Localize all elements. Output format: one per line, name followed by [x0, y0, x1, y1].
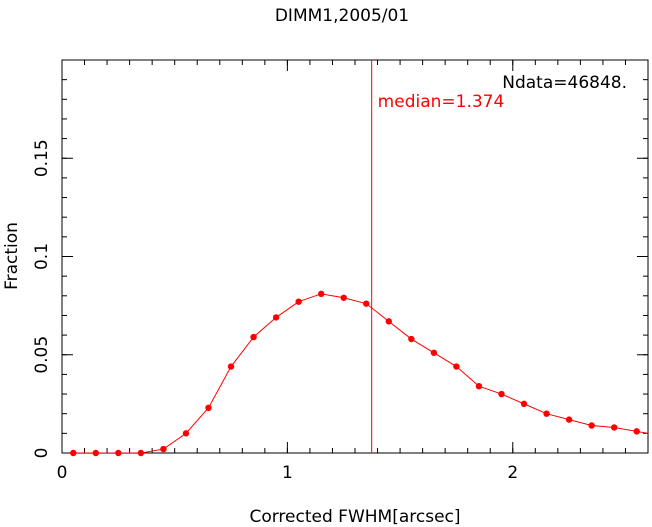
y-tick-label: 0.15	[32, 139, 52, 177]
data-point	[408, 335, 415, 343]
data-point	[475, 382, 483, 390]
data-point	[115, 449, 122, 457]
minor-ticks	[62, 60, 648, 453]
data-point	[363, 300, 370, 307]
data-point	[227, 363, 235, 370]
x-axis-label: Corrected FWHM[arcsec]	[249, 507, 460, 527]
data-point	[633, 428, 640, 435]
y-axis: 0 0.05 0.1 0.15	[32, 139, 648, 458]
ndata-annotation: Ndata=46848.	[502, 73, 627, 93]
series-group	[70, 290, 648, 457]
y-tick-label: 0	[32, 448, 52, 459]
data-point	[205, 404, 212, 412]
data-point	[317, 290, 325, 298]
data-point	[137, 449, 145, 457]
series-line	[73, 293, 648, 453]
data-point	[385, 318, 393, 325]
data-point	[588, 422, 595, 429]
data-point	[520, 400, 528, 408]
data-point	[498, 390, 505, 398]
y-axis-label: Fraction	[2, 222, 22, 290]
data-point	[160, 445, 167, 453]
data-point	[250, 333, 257, 341]
y-tick-label: 0.05	[32, 336, 52, 374]
data-point	[182, 430, 190, 437]
x-axis: 0 1 2	[57, 60, 518, 483]
data-point	[340, 294, 347, 301]
data-point	[610, 424, 618, 431]
x-tick-label: 0	[57, 463, 68, 483]
data-point	[543, 410, 550, 417]
chart-title: DIMM1,2005/01	[275, 6, 409, 26]
data-point	[453, 363, 460, 370]
x-tick-label: 1	[282, 463, 293, 483]
data-point	[272, 314, 280, 321]
data-point	[295, 298, 302, 305]
y-tick-label: 0.1	[32, 243, 52, 270]
data-point	[92, 449, 100, 457]
data-point	[565, 416, 573, 423]
median-group: median=1.374	[371, 60, 505, 453]
data-point	[70, 449, 77, 457]
plot-frame	[61, 59, 649, 454]
data-point	[430, 349, 438, 356]
median-label: median=1.374	[378, 92, 505, 112]
x-tick-label: 2	[507, 463, 518, 483]
